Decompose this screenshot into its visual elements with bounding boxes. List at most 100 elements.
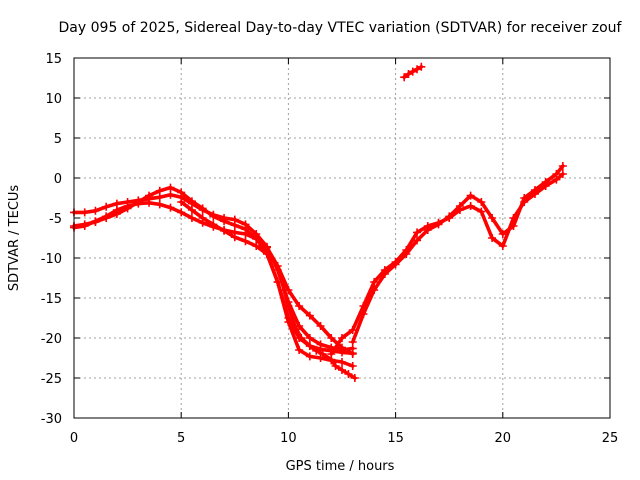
data-point: [417, 62, 426, 71]
data-point: [198, 204, 207, 213]
data-point: [305, 311, 314, 320]
data-point: [338, 343, 346, 352]
data-point: [509, 222, 518, 230]
data-point: [327, 350, 336, 358]
data-point: [187, 197, 196, 206]
data-point: [297, 334, 306, 342]
data-point: [498, 242, 507, 250]
data-point: [252, 242, 261, 250]
x-tick-label: 10: [280, 431, 297, 446]
data-point: [290, 322, 299, 330]
data-point: [348, 362, 357, 370]
x-tick-label: 20: [495, 431, 512, 446]
data-point: [280, 286, 289, 294]
y-tick-label: -30: [41, 412, 62, 427]
data-point: [455, 202, 464, 210]
data-point: [359, 310, 368, 318]
x-axis-label: GPS time / hours: [286, 459, 395, 474]
data-point: [423, 226, 432, 234]
data-point: [520, 194, 529, 202]
data-point: [530, 186, 539, 194]
data-point: [123, 202, 132, 210]
data-point: [284, 302, 293, 310]
y-tick-label: -20: [41, 332, 62, 347]
data-point: [209, 212, 218, 221]
data-point: [273, 262, 282, 270]
data-point: [177, 198, 186, 206]
data-point: [488, 234, 497, 242]
data-point: [305, 334, 314, 342]
data-point: [488, 214, 497, 222]
data-point: [166, 183, 175, 192]
data-point: [350, 374, 359, 382]
data-point: [552, 170, 561, 178]
y-axis-label: SDTVAR / TECUs: [7, 185, 22, 292]
x-tick-label: 25: [602, 431, 619, 446]
data-point: [413, 228, 422, 237]
x-tick-label: 15: [387, 431, 404, 446]
data-point: [252, 234, 261, 243]
data-point: [295, 346, 304, 354]
y-tick-label: -25: [41, 372, 62, 387]
data-point: [198, 214, 207, 222]
data-point: [91, 206, 100, 215]
data-point: [273, 278, 282, 286]
y-tick-label: 10: [45, 92, 62, 107]
data-point: [262, 250, 271, 258]
data-point: [166, 190, 175, 199]
data-point: [230, 221, 239, 230]
data-point: [408, 67, 417, 76]
data-point: [477, 207, 486, 216]
data-point: [305, 342, 314, 350]
data-point: [80, 208, 89, 217]
data-point: [413, 65, 422, 74]
data-point: [344, 370, 353, 378]
data-point: [155, 186, 164, 195]
data-point: [434, 220, 443, 229]
data-point: [187, 214, 196, 222]
data-point: [404, 70, 413, 78]
data-point: [338, 366, 346, 374]
series-trace: [329, 172, 565, 356]
data-point: [305, 352, 314, 361]
data-point: [338, 334, 346, 342]
y-tick-label: 15: [45, 52, 62, 67]
data-point: [391, 260, 400, 269]
data-point: [102, 212, 111, 221]
data-point: [187, 206, 196, 214]
y-tick-label: 0: [54, 172, 62, 187]
data-point: [348, 326, 357, 334]
data-point: [477, 198, 486, 206]
data-point: [348, 350, 357, 358]
data-point: [102, 202, 111, 211]
x-tick-label: 5: [177, 431, 185, 446]
data-point: [220, 217, 229, 226]
y-tick-label: -10: [41, 252, 62, 267]
data-point: [177, 208, 186, 217]
data-point: [445, 212, 454, 221]
data-point: [220, 226, 229, 235]
axis-ticks: 0 5 10 15 20 25 -30 -25 -20 -15 -10 -5 0 5 10 15: [41, 52, 619, 446]
y-tick-label: -5: [49, 212, 62, 227]
data-point: [466, 202, 475, 210]
data-point: [318, 350, 327, 358]
data-point: [112, 206, 121, 214]
grid-lines: [74, 58, 610, 418]
data-point: [348, 338, 357, 346]
data-point: [166, 203, 175, 212]
data-point: [498, 230, 507, 238]
data-point: [312, 346, 321, 355]
data-point: [338, 358, 346, 366]
data-point: [466, 191, 475, 200]
x-tick-label: 0: [70, 431, 78, 446]
data-point: [327, 334, 336, 342]
data-point: [209, 220, 218, 229]
data-point: [177, 188, 186, 197]
data-point: [295, 302, 304, 310]
data-point: [370, 278, 379, 286]
data-point: [155, 200, 164, 209]
data-point: [402, 250, 411, 258]
data-point: [91, 217, 100, 226]
data-point: [80, 222, 89, 230]
